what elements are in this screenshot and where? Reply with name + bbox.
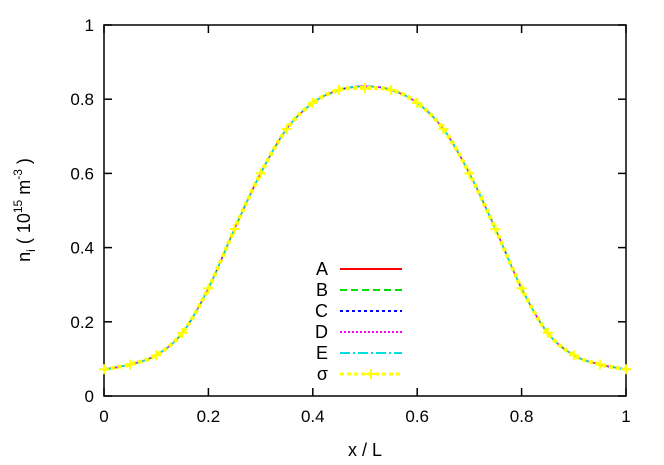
x-tick-label: 0	[99, 407, 108, 426]
legend-label: σ	[317, 364, 328, 384]
y-axis-title-mid: m	[14, 180, 34, 200]
y-axis-title: ni ( 1015 m-3 )	[11, 158, 38, 262]
series-point	[542, 327, 553, 338]
series-point	[490, 224, 501, 235]
series-line	[103, 85, 627, 371]
x-tick-label: 0.2	[197, 407, 221, 426]
y-tick-label: 0.6	[70, 164, 94, 183]
series-line	[103, 85, 627, 371]
legend-label: C	[315, 301, 328, 321]
series-line	[103, 86, 627, 372]
series-point	[99, 364, 109, 375]
series-point	[151, 350, 162, 361]
x-tick-label: 1	[621, 407, 630, 426]
series-6	[99, 83, 631, 375]
series-point	[412, 97, 423, 108]
series-line	[103, 85, 627, 371]
series-point	[307, 97, 318, 108]
series-point	[229, 224, 240, 235]
legend-item: D	[315, 322, 402, 342]
y-tick-labels: 0 0.2 0.4 0.6 0.8 1	[70, 16, 94, 406]
x-tick-label: 0.4	[301, 407, 325, 426]
legend-item: A	[316, 259, 402, 279]
series-point	[333, 84, 344, 95]
series-point	[125, 359, 136, 370]
plot-frame	[103, 24, 627, 397]
series-line	[103, 85, 627, 371]
legend-item: E	[316, 343, 402, 363]
series-1	[103, 85, 627, 371]
series-3	[103, 85, 627, 371]
legend-label: E	[316, 343, 328, 363]
series-point	[594, 359, 605, 370]
series-point	[177, 327, 188, 338]
series-point	[386, 84, 397, 95]
series-point	[516, 283, 527, 294]
x-tick-label: 0.6	[405, 407, 429, 426]
series-2	[103, 85, 627, 371]
y-tick-label: 0.2	[70, 313, 94, 332]
x-tick-label: 0.8	[510, 407, 534, 426]
legend-item: σ	[317, 364, 402, 384]
series-point	[360, 83, 370, 94]
series-line	[103, 85, 627, 371]
legend-item: C	[315, 301, 402, 321]
legend-label: B	[316, 280, 328, 300]
y-axis-title-exp1: 15	[11, 199, 25, 213]
y-axis-title-close: )	[14, 158, 34, 169]
series-point	[621, 364, 631, 375]
x-tick-labels: 0 0.2 0.4 0.6 0.8 1	[99, 407, 630, 426]
legend-item: B	[316, 280, 402, 300]
series-point	[203, 283, 214, 294]
series-point	[464, 168, 475, 179]
y-axis-title-sub: i	[24, 249, 38, 252]
legend-label: A	[316, 259, 328, 279]
y-axis-title-open: ( 10	[14, 213, 34, 249]
series-4	[103, 85, 627, 371]
y-tick-label: 0.4	[70, 239, 94, 258]
series-5	[103, 85, 627, 371]
series-point	[438, 123, 449, 134]
series-point	[255, 168, 266, 179]
y-axis-title-exp2: -3	[11, 169, 25, 180]
series-point	[281, 123, 292, 134]
series-layer	[99, 83, 631, 375]
y-tick-label: 0	[85, 387, 94, 406]
x-axis-title: x / L	[348, 440, 382, 460]
y-tick-label: 0.8	[70, 90, 94, 109]
legend-label: D	[315, 322, 328, 342]
axis-ticks	[103, 24, 627, 397]
series-point	[568, 350, 579, 361]
y-axis-title-base: n	[14, 252, 34, 262]
y-tick-label: 1	[85, 16, 94, 35]
legend-marker	[366, 369, 376, 379]
